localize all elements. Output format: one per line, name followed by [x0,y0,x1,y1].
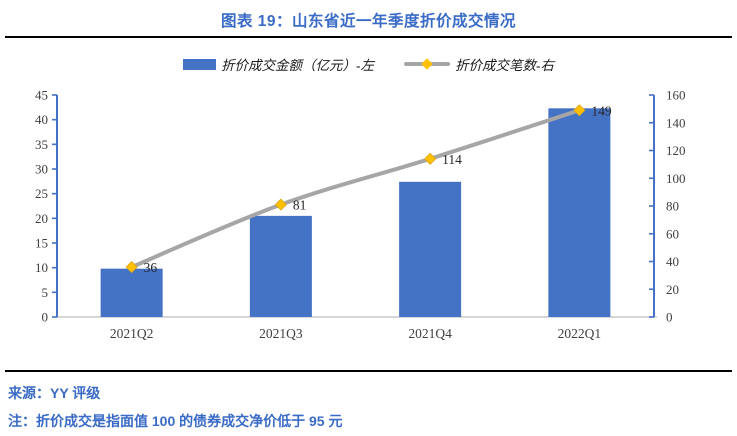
left-axis-tick-label: 10 [35,260,48,275]
diamond-marker-2022Q1 [573,104,586,117]
legend-line-label: 折价成交笔数-右 [455,58,554,73]
right-axis-tick-label: 120 [666,143,686,158]
x-axis-label-2021Q3: 2021Q3 [259,326,303,341]
left-axis-tick-label: 20 [35,211,48,226]
data-label-2021Q3: 81 [293,198,307,213]
right-axis-tick-label: 140 [666,115,686,130]
top-divider [5,36,732,38]
x-axis-label-2022Q1: 2022Q1 [558,326,602,341]
right-axis-tick-label: 160 [666,88,686,103]
diamond-marker-2021Q2 [125,260,138,274]
chart-legend: 折价成交金额（亿元）-左 折价成交笔数-右 [0,54,737,74]
left-axis-tick-label: 0 [42,310,49,325]
data-label-2021Q4: 114 [442,152,462,167]
legend-bar-label: 折价成交金额（亿元）-左 [221,58,374,73]
bar-2021Q3 [249,215,312,317]
bottom-divider [5,370,732,372]
page-title: 图表 19：山东省近一年季度折价成交情况 [220,13,517,30]
diamond-marker-2021Q3 [274,198,287,211]
right-axis-tick-label: 0 [666,310,673,325]
note-text: 注：折价成交是指面值 100 的债券成交净价低于 95 元 [8,413,343,429]
source-text: 来源：YY 评级 [8,385,101,401]
line-series [129,108,582,270]
left-axis-tick-label: 35 [35,137,48,152]
diamond-icon [421,58,433,70]
diamond-marker-2021Q4 [424,152,437,165]
left-axis-tick-label: 45 [35,88,48,103]
left-axis-tick-label: 15 [35,236,48,251]
right-axis-tick-label: 40 [666,254,679,269]
line-diamond-swatch-icon [404,58,450,70]
x-axis-label-2021Q2: 2021Q2 [110,326,154,341]
right-axis-tick-label: 20 [666,282,679,297]
chart-canvas: 0 5 10 15 20 25 30 35 40 45 0 20 40 60 80 100 120 140 160 2… [35,88,686,342]
legend-item-line: 折价成交笔数-右 [404,54,554,74]
data-label-2021Q2: 36 [144,260,158,275]
right-axis-tick-label: 100 [666,171,686,186]
bar-2021Q4 [399,181,462,317]
bar-2022Q1 [548,108,611,317]
data-label-2022Q1: 149 [591,103,612,118]
right-axis-tick-label: 80 [666,199,679,214]
left-axis-tick-label: 25 [35,186,48,201]
bar-2021Q2 [100,268,163,317]
legend-item-bar: 折价成交金额（亿元）-左 [183,54,374,74]
right-axis-tick-label: 60 [666,226,679,241]
left-axis-tick-label: 5 [42,285,49,300]
bar-swatch-icon [183,58,216,70]
left-axis-tick-label: 30 [35,162,48,177]
left-axis-tick-label: 40 [35,112,48,127]
x-axis-label-2021Q4: 2021Q4 [408,326,452,341]
